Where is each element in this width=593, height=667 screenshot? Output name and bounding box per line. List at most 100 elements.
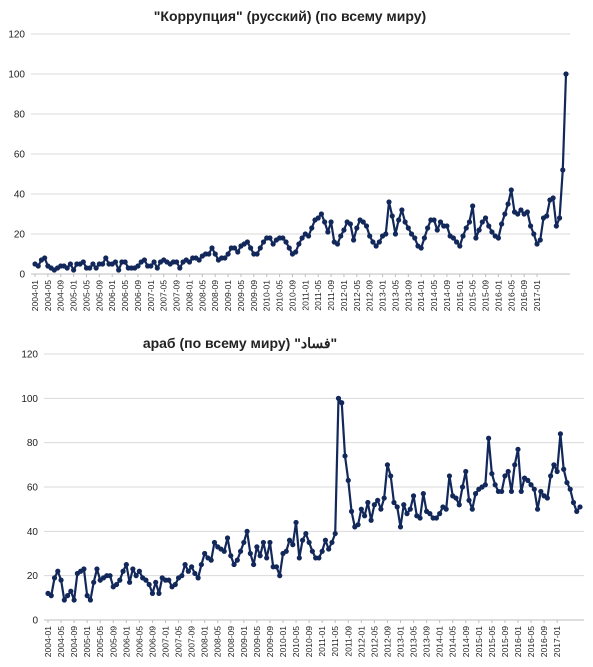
data-point <box>251 561 257 568</box>
data-point <box>248 245 254 251</box>
x-tick-label: 2012-05 <box>352 280 362 311</box>
x-axis-ticks: 2004-01 2004-05 2004-09 2005-01 2005-05 2005-… <box>30 274 542 311</box>
x-tick-label: 2016-05 <box>526 626 536 657</box>
data-point <box>332 530 338 537</box>
data-point <box>425 225 431 231</box>
data-point <box>51 575 58 581</box>
data-point <box>508 488 515 495</box>
data-point <box>277 573 283 579</box>
data-point <box>446 473 453 479</box>
x-tick-label: 2008-01 <box>200 626 210 657</box>
data-point <box>489 229 495 235</box>
data-point <box>112 259 119 265</box>
data-point <box>470 203 476 209</box>
data-point <box>528 223 534 229</box>
data-point <box>505 201 511 207</box>
data-point <box>437 511 443 517</box>
data-point <box>524 209 530 215</box>
x-tick-label: 2015-05 <box>468 280 478 311</box>
x-tick-label: 2012-09 <box>365 280 375 311</box>
x-tick-label: 2009-01 <box>239 626 249 657</box>
x-tick-label: 2016-01 <box>513 626 523 657</box>
x-tick-label: 2015-09 <box>481 280 491 311</box>
data-point <box>211 539 218 546</box>
grid-lines <box>31 33 570 275</box>
data-point <box>192 570 198 577</box>
data-point <box>116 267 122 273</box>
data-point <box>81 566 87 572</box>
x-tick-label: 2016-05 <box>506 280 516 311</box>
data-point <box>460 233 466 239</box>
data-point <box>198 561 204 568</box>
data-point <box>375 497 381 503</box>
data-point <box>71 597 77 603</box>
data-point <box>534 506 541 512</box>
data-point <box>117 577 123 583</box>
data-point <box>61 597 67 603</box>
x-tick-label: 2015-01 <box>474 626 484 657</box>
data-point <box>563 71 569 77</box>
data-point <box>476 227 482 233</box>
x-tick-label: 2007-01 <box>160 626 170 657</box>
x-tick-label: 2010-09 <box>304 626 314 657</box>
data-point <box>472 491 479 497</box>
data-point <box>122 259 128 265</box>
data-point <box>305 233 312 239</box>
x-tick-label: 2016-09 <box>519 280 529 311</box>
y-tick-label: 40 <box>14 190 26 201</box>
y-tick-label: 100 <box>8 70 25 81</box>
data-point <box>577 504 583 510</box>
data-point <box>370 239 376 245</box>
data-point <box>146 581 152 588</box>
x-tick-label: 2016-01 <box>493 280 503 311</box>
data-point <box>87 597 94 603</box>
x-tick-label: 2005-05 <box>81 280 91 311</box>
data-point <box>254 544 260 550</box>
data-point <box>420 491 426 497</box>
y-axis-ticks: 0 20 40 60 80 100 120 <box>8 30 25 281</box>
data-point <box>185 568 191 574</box>
data-point <box>309 548 315 554</box>
data-point <box>244 239 250 245</box>
data-point <box>525 477 531 483</box>
data-point <box>135 263 141 269</box>
data-point <box>348 508 355 514</box>
data-point <box>567 486 573 492</box>
data-point <box>574 508 580 514</box>
y-tick-label: 100 <box>21 394 38 405</box>
data-point <box>225 251 231 257</box>
data-point <box>515 211 521 217</box>
data-point <box>443 506 449 512</box>
x-tick-label: 2006-09 <box>147 626 157 657</box>
data-point <box>296 555 302 561</box>
x-tick-label: 2010-05 <box>275 280 285 311</box>
data-point <box>296 241 302 247</box>
data-point <box>177 265 183 271</box>
data-point <box>502 211 508 217</box>
x-tick-label: 2010-01 <box>278 626 288 657</box>
data-point <box>325 229 331 235</box>
x-tick-label: 2016-09 <box>539 626 549 657</box>
data-point <box>396 217 402 223</box>
data-point <box>224 535 231 541</box>
data-point <box>391 499 397 506</box>
data-point <box>492 482 498 488</box>
data-point <box>286 537 293 543</box>
x-tick-label: 2013-05 <box>409 626 419 657</box>
x-tick-label: 2009-09 <box>249 280 259 311</box>
y-axis-ticks: 0 20 40 60 80 100 120 <box>21 350 38 627</box>
data-point <box>335 395 342 401</box>
data-point <box>94 566 100 572</box>
data-point <box>434 227 440 233</box>
corruption-russian-chart: "Коррупция" (русский) (по всему миру) 02… <box>8 8 570 311</box>
data-point <box>560 167 566 173</box>
x-tick-label: 2015-05 <box>487 626 497 657</box>
data-point <box>195 575 201 581</box>
data-point <box>231 245 238 251</box>
data-point <box>518 488 524 495</box>
chart-title: араб (по всему миру) "فساد" <box>143 335 337 351</box>
data-point <box>148 263 154 269</box>
data-point <box>64 593 71 599</box>
data-point <box>347 221 353 227</box>
data-point <box>283 548 289 554</box>
